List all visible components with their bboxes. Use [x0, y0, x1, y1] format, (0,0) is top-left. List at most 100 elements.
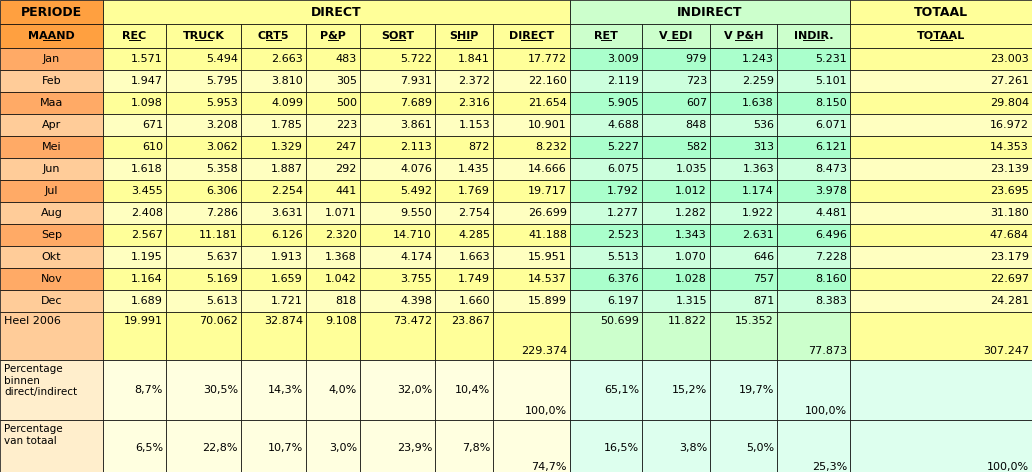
Bar [241, 48, 307, 70]
Bar [103, 268, 166, 290]
Bar [850, 48, 1032, 70]
Text: 1.315: 1.315 [675, 296, 707, 306]
Bar [642, 92, 710, 114]
Text: SHIP: SHIP [449, 31, 479, 41]
Text: 2.408: 2.408 [131, 208, 163, 218]
Text: Mei: Mei [41, 142, 61, 152]
Bar [777, 268, 850, 290]
Text: 483: 483 [335, 54, 357, 64]
Bar [166, 312, 241, 360]
Text: 17.772: 17.772 [528, 54, 567, 64]
Bar [307, 92, 360, 114]
Bar [570, 202, 642, 224]
Bar [166, 114, 241, 136]
Bar [360, 70, 436, 92]
Bar [642, 268, 710, 290]
Text: 27.261: 27.261 [990, 76, 1029, 86]
Bar [0, 24, 103, 48]
Bar [166, 290, 241, 312]
Bar [642, 158, 710, 180]
Text: 73.472: 73.472 [393, 316, 432, 326]
Bar [166, 70, 241, 92]
Bar [436, 48, 493, 70]
Text: 307.247: 307.247 [982, 346, 1029, 356]
Text: 2.523: 2.523 [607, 230, 639, 240]
Bar [241, 246, 307, 268]
Bar [642, 246, 710, 268]
Text: 441: 441 [335, 186, 357, 196]
Text: 1.174: 1.174 [742, 186, 774, 196]
Text: 30,5%: 30,5% [203, 385, 238, 395]
Text: Feb: Feb [41, 76, 61, 86]
Text: 1.638: 1.638 [742, 98, 774, 108]
Text: 229.374: 229.374 [521, 346, 567, 356]
Text: Percentage
binnen
direct/indirect: Percentage binnen direct/indirect [4, 364, 77, 397]
Bar [241, 92, 307, 114]
Bar [777, 48, 850, 70]
Text: Percentage
van totaal: Percentage van totaal [4, 424, 63, 446]
Bar [850, 360, 1032, 420]
Text: 6.121: 6.121 [815, 142, 847, 152]
Bar [850, 202, 1032, 224]
Text: 14,3%: 14,3% [267, 385, 303, 395]
Text: INDIRECT: INDIRECT [677, 6, 743, 18]
Bar [710, 312, 777, 360]
Text: 100,0%: 100,0% [987, 462, 1029, 472]
Text: 223: 223 [335, 120, 357, 130]
Bar [436, 158, 493, 180]
Bar [642, 24, 710, 48]
Bar [436, 136, 493, 158]
Text: 1.659: 1.659 [271, 274, 303, 284]
Text: 1.922: 1.922 [742, 208, 774, 218]
Text: 14.710: 14.710 [393, 230, 432, 240]
Bar [241, 360, 307, 420]
Bar [436, 224, 493, 246]
Text: 2.663: 2.663 [271, 54, 303, 64]
Text: Jun: Jun [42, 164, 60, 174]
Text: 9.550: 9.550 [400, 208, 432, 218]
Text: P&P: P&P [320, 31, 346, 41]
Bar [0, 420, 103, 472]
Bar [360, 158, 436, 180]
Bar [241, 290, 307, 312]
Text: 1.070: 1.070 [675, 252, 707, 262]
Text: 41.188: 41.188 [528, 230, 567, 240]
Bar [570, 48, 642, 70]
Text: 23.003: 23.003 [991, 54, 1029, 64]
Bar [777, 180, 850, 202]
Text: MAAND: MAAND [28, 31, 75, 41]
Text: 5.231: 5.231 [815, 54, 847, 64]
Bar [360, 290, 436, 312]
Bar [493, 92, 570, 114]
Text: 1.689: 1.689 [131, 296, 163, 306]
Bar [570, 70, 642, 92]
Bar [241, 420, 307, 472]
Text: DIRECT: DIRECT [509, 31, 554, 41]
Text: 5.722: 5.722 [400, 54, 432, 64]
Text: 11.822: 11.822 [668, 316, 707, 326]
Bar [493, 420, 570, 472]
Text: Jan: Jan [43, 54, 60, 64]
Text: 22.160: 22.160 [528, 76, 567, 86]
Text: 1.792: 1.792 [607, 186, 639, 196]
Bar [103, 290, 166, 312]
Bar [307, 202, 360, 224]
Text: SORT: SORT [381, 31, 414, 41]
Bar [0, 224, 103, 246]
Text: 25,3%: 25,3% [812, 462, 847, 472]
Bar [166, 92, 241, 114]
Text: 1.368: 1.368 [325, 252, 357, 262]
Text: 11.181: 11.181 [199, 230, 238, 240]
Text: 9.108: 9.108 [325, 316, 357, 326]
Text: 610: 610 [142, 142, 163, 152]
Bar [777, 158, 850, 180]
Text: CRT5: CRT5 [258, 31, 289, 41]
Bar [642, 48, 710, 70]
Bar [777, 92, 850, 114]
Bar [436, 312, 493, 360]
Bar [436, 180, 493, 202]
Bar [710, 24, 777, 48]
Text: 23.139: 23.139 [990, 164, 1029, 174]
Text: 4,0%: 4,0% [329, 385, 357, 395]
Bar [307, 268, 360, 290]
